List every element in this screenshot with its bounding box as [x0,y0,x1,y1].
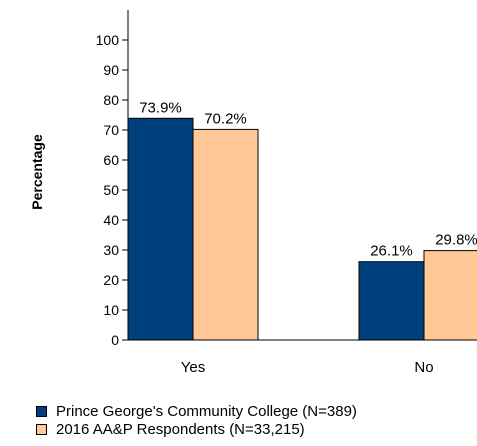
data-label: 29.8% [435,232,477,249]
y-tick-label: 50 [103,182,119,198]
y-tick-label: 40 [103,212,119,228]
bar [358,261,425,341]
y-tick-label: 60 [103,152,119,168]
x-tick-label: Yes [181,359,205,376]
legend-label: 2016 AA&P Respondents (N=33,215) [56,420,305,438]
bar [423,250,477,341]
data-label: 26.1% [370,243,413,260]
legend-swatch [36,405,47,417]
legend-item: 2016 AA&P Respondents (N=33,215) [36,420,357,438]
y-tick-label: 30 [103,242,119,258]
y-tick-label: 0 [111,332,119,348]
legend-label: Prince George's Community College (N=389… [56,402,357,420]
x-tick-label: No [414,359,433,376]
y-axis-title: Percentage [29,134,45,210]
legend-swatch [36,423,47,435]
y-tick-label: 10 [103,302,119,318]
bar [127,117,194,341]
y-tick-label: 90 [103,62,119,78]
legend-item: Prince George's Community College (N=389… [36,402,357,420]
y-tick-label: 80 [103,92,119,108]
y-tick-label: 20 [103,272,119,288]
y-tick-label: 70 [103,122,119,138]
legend: Prince George's Community College (N=389… [36,402,357,438]
data-label: 73.9% [139,99,182,116]
y-tick-label: 100 [96,32,120,48]
bar [192,128,259,341]
data-label: 70.2% [204,110,247,127]
